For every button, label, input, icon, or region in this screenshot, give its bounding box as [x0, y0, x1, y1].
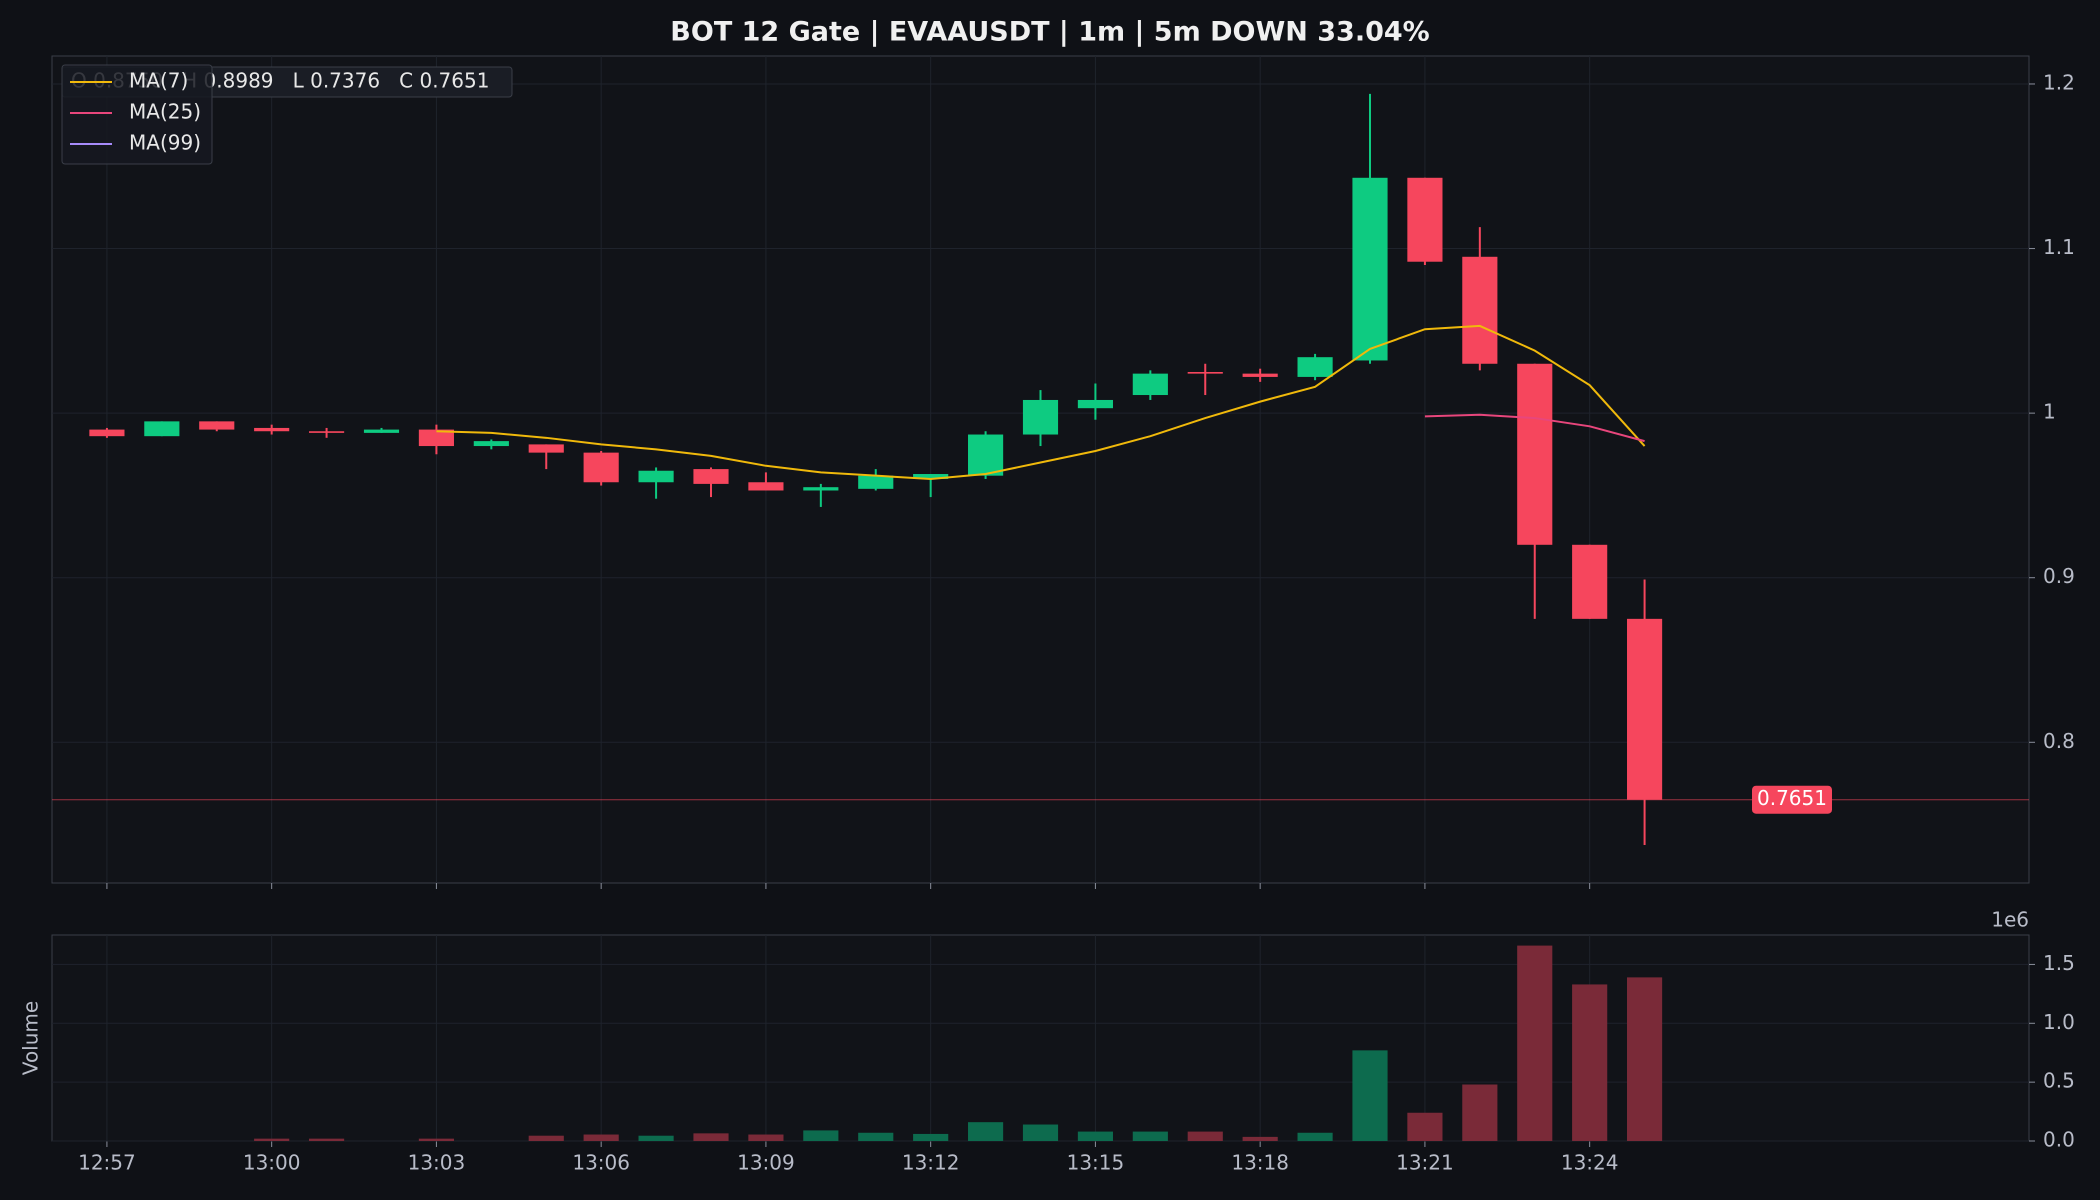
- volume-bar: [309, 1138, 345, 1141]
- x-tick-label: 13:09: [737, 1151, 795, 1175]
- x-tick-label: 13:12: [902, 1151, 960, 1175]
- volume-bar: [1297, 1132, 1333, 1141]
- price-panel: [51, 55, 2030, 884]
- candle-body: [309, 431, 345, 433]
- x-tick-label: 13:00: [243, 1151, 301, 1175]
- candle-body: [1462, 256, 1498, 364]
- x-tick-label: 12:57: [78, 1151, 136, 1175]
- candle-body: [418, 429, 454, 447]
- candle-body: [1132, 373, 1168, 396]
- candle-body: [144, 421, 180, 437]
- candle-body: [528, 444, 564, 453]
- y-tick-label: 0.9: [2043, 564, 2075, 588]
- candle-body: [1297, 357, 1333, 377]
- candle-body: [89, 429, 125, 437]
- volume-bar: [913, 1133, 949, 1141]
- last-price-badge: [1752, 785, 1832, 814]
- candle-body: [913, 474, 949, 479]
- candle-body: [363, 429, 400, 433]
- volume-bar: [254, 1138, 290, 1141]
- y-tick-label: 1.0: [2043, 1010, 2075, 1034]
- candle-body: [1242, 373, 1278, 377]
- candle-body: [1627, 618, 1663, 800]
- ma-line: [436, 324, 1646, 480]
- legend-label: MA(99): [129, 131, 201, 155]
- candle-body: [748, 482, 784, 491]
- volume-bar: [693, 1133, 729, 1141]
- legend-label: MA(25): [129, 100, 201, 124]
- y-tick-label: 1: [2043, 400, 2056, 424]
- candle-body: [199, 421, 235, 430]
- volume-bar: [1022, 1124, 1059, 1141]
- volume-bar: [748, 1134, 784, 1141]
- chart-title: BOT 12 Gate | EVAAUSDT | 1m | 5m DOWN 33…: [670, 17, 1429, 48]
- volume-bar: [583, 1134, 619, 1141]
- x-tick-label: 13:24: [1561, 1151, 1619, 1175]
- volume-bar: [1242, 1136, 1278, 1141]
- candle-body: [1352, 177, 1388, 361]
- candle-body: [254, 427, 290, 432]
- volume-bar: [968, 1122, 1004, 1141]
- last-price-label: 0.7651: [1757, 786, 1827, 810]
- y-tick-label: 1.5: [2043, 951, 2075, 975]
- volume-bar: [858, 1132, 894, 1141]
- volume-panel: [51, 934, 2030, 1142]
- volume-bar: [1572, 984, 1608, 1141]
- y-tick-label: 0.0: [2043, 1128, 2075, 1152]
- volume-bar: [1462, 1084, 1498, 1141]
- ma-line: [1424, 413, 1645, 443]
- volume-bar: [803, 1130, 839, 1141]
- volume-bar: [638, 1135, 674, 1141]
- legend-label: MA(7): [129, 69, 188, 93]
- y-tick-label: 1.1: [2043, 235, 2075, 259]
- candle-body: [858, 475, 894, 489]
- volume-bar: [418, 1138, 454, 1141]
- x-tick-label: 13:21: [1396, 1151, 1454, 1175]
- volume-bar: [1132, 1131, 1168, 1141]
- x-tick-label: 13:15: [1067, 1151, 1125, 1175]
- candle-body: [1517, 363, 1553, 545]
- candle-body: [1572, 544, 1608, 619]
- x-tick-label: 13:06: [572, 1151, 630, 1175]
- volume-bar: [528, 1135, 564, 1141]
- y-tick-label: 0.8: [2043, 729, 2075, 753]
- offset-label: 1e6: [1991, 908, 2029, 932]
- volume-bar: [1077, 1131, 1113, 1141]
- candle-body: [473, 441, 509, 447]
- plot-layer: 12:57 13:00 13:03 13:06 13:09 13:12 13:15 13:18…: [19, 56, 2075, 1175]
- legend-box: [61, 64, 213, 165]
- x-tick-label: 13:03: [408, 1151, 466, 1175]
- candle-body: [638, 470, 674, 483]
- volume-bar: [1407, 1112, 1443, 1141]
- candle-body: [583, 452, 619, 483]
- candle-body: [803, 487, 839, 491]
- candle-body: [1407, 177, 1443, 262]
- y-axis-label: Volume: [19, 1001, 43, 1075]
- y-tick-label: 0.5: [2043, 1069, 2075, 1093]
- x-tick-label: 13:18: [1231, 1151, 1289, 1175]
- candle-body: [968, 434, 1004, 476]
- candle-body: [1077, 399, 1113, 409]
- volume-bar: [1352, 1050, 1388, 1141]
- candle-body: [1022, 399, 1059, 435]
- volume-bar: [1187, 1131, 1223, 1141]
- volume-bar: [1517, 945, 1553, 1141]
- y-tick-label: 1.2: [2043, 70, 2075, 94]
- candle-body: [1187, 371, 1223, 374]
- volume-bar: [1627, 977, 1663, 1141]
- candle-body: [693, 469, 729, 484]
